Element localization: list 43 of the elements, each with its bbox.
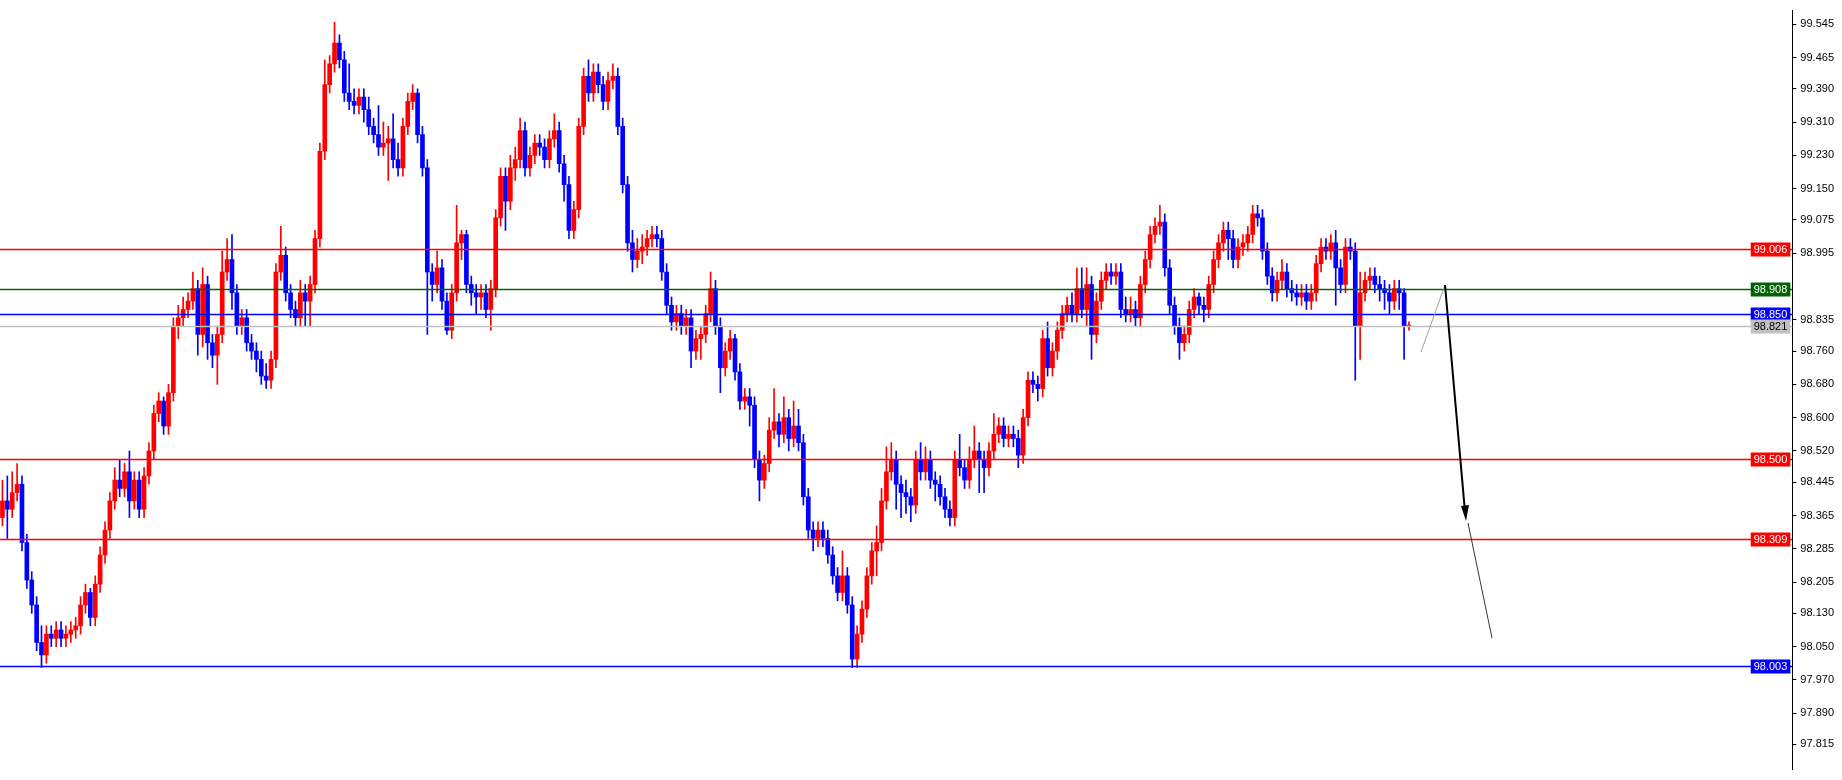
y-tick-label: 98.205	[1800, 575, 1835, 588]
y-tick-label: 98.130	[1800, 606, 1835, 619]
candlestick	[742, 388, 748, 410]
y-tick-label: 99.230	[1800, 148, 1835, 161]
y-tick-label: 99.075	[1800, 213, 1835, 225]
y-tick-label: 98.285	[1800, 541, 1835, 554]
candlestick	[263, 363, 269, 389]
y-tick-label: 98.445	[1800, 475, 1835, 488]
ref-line-label: 98.850	[1753, 308, 1788, 321]
y-tick-label: 97.815	[1800, 737, 1835, 750]
y-tick-label: 98.050	[1800, 639, 1835, 652]
ref-line-label: 98.821	[1753, 320, 1788, 333]
y-tick-label: 99.310	[1800, 115, 1835, 128]
candlestick	[48, 625, 54, 647]
y-tick-label: 98.520	[1800, 444, 1835, 457]
candlestick	[478, 284, 484, 310]
y-tick-label: 98.600	[1800, 410, 1835, 423]
candlestick	[5, 475, 10, 539]
candlestick	[351, 88, 357, 115]
candlestick	[346, 63, 352, 110]
y-tick-label: 98.365	[1800, 508, 1835, 521]
candlestick	[1035, 375, 1041, 402]
y-tick-label: 97.890	[1800, 706, 1835, 719]
y-tick-label: 99.390	[1800, 81, 1835, 94]
y-tick-label: 98.680	[1800, 377, 1835, 390]
y-tick-label: 98.760	[1800, 344, 1835, 357]
y-tick-label: 97.970	[1800, 672, 1835, 685]
candlestick	[385, 125, 391, 181]
candlestick	[63, 625, 69, 647]
ref-line-label: 98.908	[1753, 283, 1788, 296]
candlestick	[903, 479, 909, 514]
y-tick-label: 99.150	[1800, 181, 1835, 194]
candlestick	[976, 442, 982, 493]
ref-line-label: 98.309	[1753, 533, 1788, 546]
y-tick-label: 99.465	[1800, 50, 1835, 63]
ref-line-label: 98.003	[1753, 660, 1788, 673]
y-tick-label: 98.835	[1800, 312, 1835, 325]
ref-line-label: 98.500	[1753, 453, 1788, 466]
ref-line-label: 99.006	[1753, 243, 1788, 256]
candlestick	[68, 621, 74, 643]
y-tick-label: 98.995	[1800, 246, 1835, 259]
candlestick	[1157, 205, 1163, 235]
y-tick-label: 99.545	[1800, 17, 1835, 30]
